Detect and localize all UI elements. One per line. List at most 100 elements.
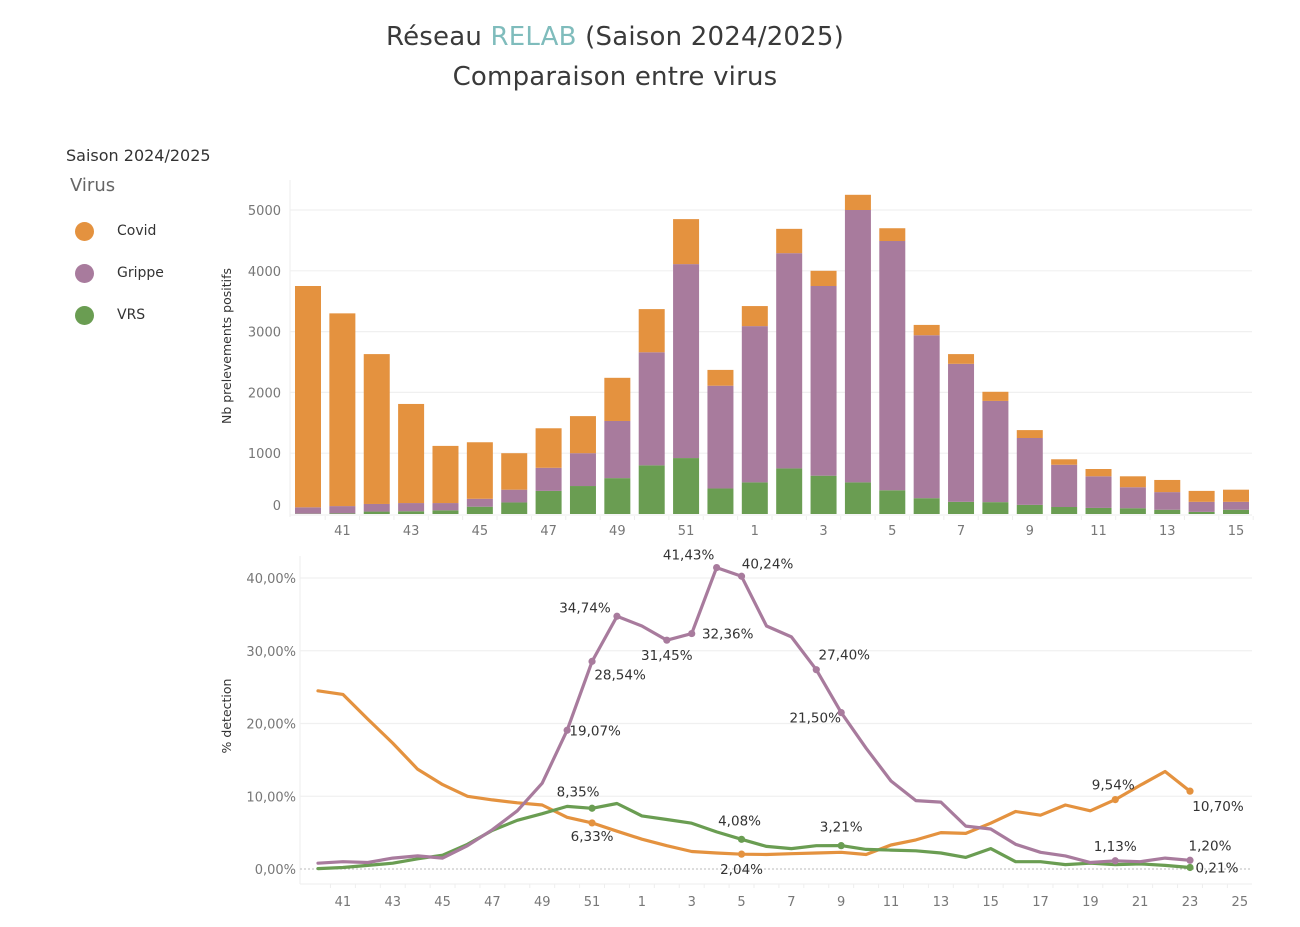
bar-segment-grippe [1016, 438, 1043, 505]
bar-segment-covid [879, 228, 906, 242]
bar-segment-grippe [844, 210, 871, 483]
bar-segment-vrs [1119, 508, 1146, 514]
data-point-covid [737, 850, 746, 858]
page-subtitle: Comparaison entre virus [452, 62, 778, 92]
bar-segment-vrs [879, 490, 906, 514]
bar-segment-grippe [948, 363, 975, 502]
bar-segment-covid [535, 428, 562, 468]
data-point-vrs [1186, 863, 1194, 872]
data-label-grippe: 21,50% [789, 711, 841, 727]
line-x-tick-label: 17 [1032, 895, 1049, 910]
bar-segment-vrs [844, 482, 871, 514]
bar-segment-grippe [638, 352, 665, 466]
data-label-grippe: 28,54% [594, 667, 646, 683]
title-prefix: Réseau [385, 22, 491, 52]
line-x-tick-label: 49 [534, 895, 551, 910]
bar-segment-covid [295, 286, 321, 508]
bar-segment-grippe [913, 335, 940, 499]
line-x-tick-label: 45 [434, 895, 451, 910]
line-x-tick-label: 25 [1232, 895, 1249, 910]
bar-segment-vrs [398, 511, 425, 514]
line-y-tick-label: 10,00% [246, 790, 296, 805]
bar-segment-vrs [501, 502, 528, 514]
line-x-tick-label: 41 [335, 895, 352, 910]
title-accent: RELAB [490, 22, 577, 52]
bar-segment-vrs [535, 490, 562, 514]
bar-x-tick-label: 47 [540, 524, 557, 539]
bar-segment-covid [329, 313, 356, 507]
data-point-grippe [812, 666, 820, 674]
bar-segment-grippe [363, 503, 390, 512]
bar-segment-vrs [982, 502, 1009, 514]
data-label-covid: 2,04% [720, 862, 763, 878]
bar-segment-covid [741, 306, 768, 327]
bar-segment-covid [810, 270, 837, 286]
legend: Saison 2024/2025 Virus Covid Grippe VRS [66, 146, 211, 336]
bar-segment-covid [1154, 479, 1181, 493]
data-label-vrs: 8,35% [557, 784, 600, 800]
bar-segment-grippe [535, 467, 562, 491]
bar-segment-grippe [879, 241, 906, 491]
data-point-covid [1186, 787, 1194, 795]
bar-segment-grippe [569, 453, 596, 487]
bar-segment-vrs [432, 510, 459, 514]
bar-x-tick-label: 49 [609, 524, 626, 539]
data-label-grippe: 1,13% [1094, 839, 1137, 855]
data-point-grippe [1186, 856, 1194, 864]
bar-segment-vrs [673, 458, 700, 514]
data-label-vrs: 3,21% [820, 820, 863, 836]
bar-x-tick-label: 1 [751, 524, 759, 539]
bar-y-axis-label: Nb prelevements positifs [219, 268, 234, 424]
bar-segment-covid [1051, 459, 1078, 465]
data-label-covid: 9,54% [1092, 778, 1135, 794]
bar-segment-grippe [432, 503, 459, 511]
line-y-tick-label: 30,00% [246, 645, 296, 660]
data-point-grippe [1111, 857, 1119, 865]
data-point-covid [588, 819, 596, 827]
line-x-tick-label: 19 [1082, 895, 1099, 910]
vrs-swatch-icon [75, 305, 94, 325]
bar-segment-covid [948, 354, 975, 364]
data-label-covid: 6,33% [571, 829, 614, 845]
bar-segment-covid [604, 377, 631, 421]
line-x-tick-label: 3 [688, 895, 696, 910]
data-label-vrs: 0,21% [1196, 860, 1239, 876]
bar-chart: Nb prelevements positifs 0 1000 2000 3000 40… [219, 180, 1254, 539]
line-x-tick-label: 1 [638, 895, 646, 910]
bar-segment-covid [1119, 476, 1146, 488]
bar-segment-grippe [707, 385, 734, 489]
bar-segment-grippe [295, 507, 321, 514]
bar-segment-grippe [1119, 487, 1146, 509]
legend-item-covid[interactable]: Covid [66, 210, 211, 252]
bar-y-tick-label: 3000 [248, 326, 281, 341]
legend-title: Virus [70, 175, 116, 196]
bar-y-tick-label: 1000 [248, 447, 281, 462]
bar-segment-vrs [1154, 509, 1181, 514]
line-x-tick-label: 5 [737, 895, 745, 910]
data-label-grippe: 1,20% [1189, 838, 1232, 854]
bar-x-tick-label: 41 [334, 524, 351, 539]
data-label-grippe: 34,74% [559, 600, 611, 616]
bar-y-tick-label: 2000 [248, 386, 281, 401]
bar-y-tick-label: 4000 [248, 265, 281, 280]
data-label-grippe: 40,24% [742, 556, 794, 572]
bar-segment-vrs [329, 513, 356, 514]
legend-item-vrs[interactable]: VRS [66, 294, 211, 336]
bar-segment-covid [776, 228, 803, 254]
bar-segment-grippe [329, 506, 356, 514]
bar-segment-vrs [466, 506, 493, 514]
bar-segment-covid [982, 391, 1009, 401]
legend-season: Saison 2024/2025 [66, 146, 211, 165]
data-point-grippe [837, 708, 845, 717]
bar-segment-vrs [1085, 507, 1112, 514]
bar-segment-vrs [1223, 509, 1249, 514]
bar-segment-vrs [741, 482, 768, 514]
bar-segment-grippe [398, 503, 425, 512]
data-label-grippe: 27,40% [819, 648, 871, 664]
data-point-grippe [737, 572, 746, 580]
bar-segment-covid [569, 416, 596, 454]
bar-segment-grippe [1188, 501, 1215, 512]
legend-item-grippe[interactable]: Grippe [66, 252, 211, 294]
bar-segment-covid [466, 442, 493, 499]
